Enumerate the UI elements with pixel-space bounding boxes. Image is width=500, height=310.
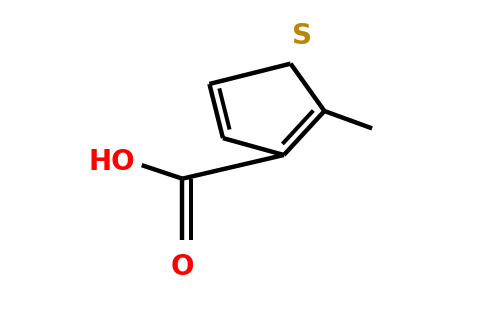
Text: S: S	[292, 22, 312, 50]
Text: O: O	[170, 253, 194, 281]
Text: HO: HO	[88, 148, 135, 176]
